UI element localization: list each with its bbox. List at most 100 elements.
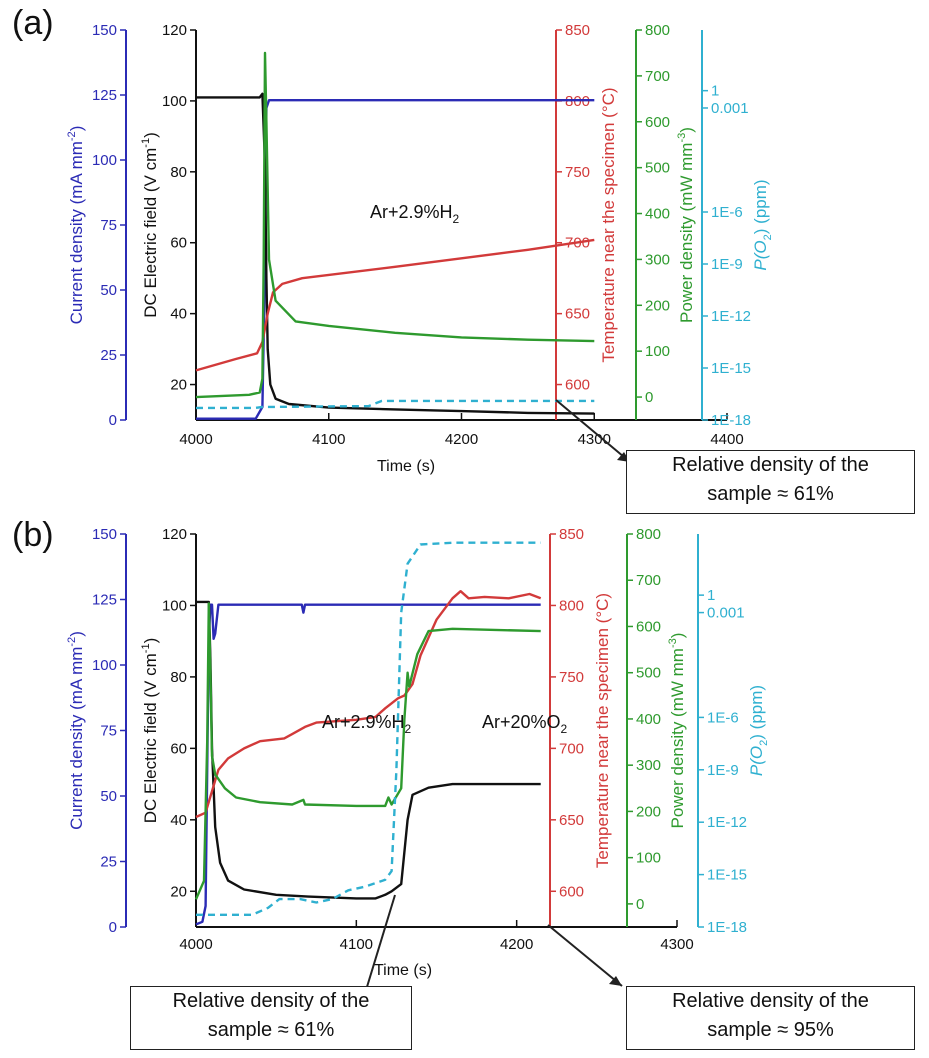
field-axis-title: DC Electric field (V cm-1): [140, 132, 160, 318]
callout-line2: sample ≈ 61%: [707, 483, 834, 505]
callout-density-a: Relative density of the sample ≈ 61%: [626, 450, 915, 514]
current-axis-title: Current density (mA mm-2): [66, 631, 86, 830]
po2-tick-label: 1E-9: [707, 762, 739, 779]
temp-tick-label: 650: [565, 306, 590, 323]
current-tick-label: 75: [100, 217, 117, 234]
series-line-temp: [195, 238, 595, 372]
power-tick-label: 500: [645, 160, 670, 177]
series-line-po2: [196, 399, 595, 410]
power-tick-label: 800: [636, 526, 661, 543]
po2-tick-label: 1E-15: [707, 867, 747, 884]
po2-tick-label: 0.001: [707, 605, 745, 622]
power-tick-label: 0: [636, 896, 644, 913]
power-tick-label: 300: [645, 251, 670, 268]
callout-arrow-a: [555, 399, 631, 463]
power-tick-label: 100: [645, 343, 670, 360]
gas-annotation: Ar+20%O2: [482, 712, 568, 736]
po2-tick-label: 1E-6: [707, 709, 739, 726]
current-tick-label: 150: [92, 22, 117, 39]
current-tick-label: 25: [100, 854, 117, 871]
series-line-power: [194, 602, 541, 900]
temp-tick-label: 800: [559, 597, 584, 614]
callout-arrow-b-left: [362, 894, 396, 1001]
po2-tick-label: 1E-18: [707, 919, 747, 936]
field-tick-label: 40: [170, 306, 187, 323]
power-tick-label: 500: [636, 665, 661, 682]
field-tick-label: 60: [170, 740, 187, 757]
po2-axis-title: P(O2) (ppm): [747, 685, 770, 776]
x-tick-label: 4000: [179, 431, 212, 448]
current-tick-label: 0: [109, 412, 117, 429]
power-tick-label: 400: [645, 206, 670, 223]
temp-tick-label: 850: [565, 22, 590, 39]
current-tick-label: 125: [92, 87, 117, 104]
po2-tick-label: 1E-9: [711, 256, 743, 273]
po2-axis-title: P(O2) (ppm): [751, 179, 774, 270]
field-tick-label: 120: [162, 526, 187, 543]
current-tick-label: 125: [92, 592, 117, 609]
power-tick-label: 700: [636, 572, 661, 589]
series-line-temp: [195, 590, 542, 819]
current-tick-label: 50: [100, 788, 117, 805]
series-line-power: [195, 51, 595, 399]
po2-tick-label: 1E-12: [707, 814, 747, 831]
x-tick-label: 4100: [312, 431, 345, 448]
field-tick-label: 100: [162, 93, 187, 110]
current-axis-title: Current density (mA mm-2): [66, 126, 86, 325]
x-axis-label: Time (s): [374, 962, 432, 979]
current-tick-label: 25: [100, 347, 117, 364]
power-tick-label: 400: [636, 711, 661, 728]
power-tick-label: 0: [645, 389, 653, 406]
current-tick-label: 100: [92, 657, 117, 674]
x-tick-label: 4300: [660, 936, 693, 953]
current-tick-label: 0: [109, 919, 117, 936]
po2-tick-label: 1: [711, 83, 719, 100]
field-tick-label: 60: [170, 235, 187, 252]
field-tick-label: 80: [170, 164, 187, 181]
callout-line1: Relative density of the: [672, 454, 869, 476]
temp-axis-title: Temperature near the specimen (°C): [599, 87, 618, 362]
x-tick-label: 4000: [179, 936, 212, 953]
field-tick-label: 120: [162, 22, 187, 39]
series-line-field: [196, 92, 595, 415]
power-axis-title: Power density (mW mm-3): [667, 633, 687, 829]
temp-tick-label: 750: [565, 164, 590, 181]
gas-annotation: Ar+2.9%H2: [322, 712, 412, 736]
series-line-current: [195, 603, 541, 926]
x-axis-label: Time (s): [377, 458, 435, 475]
field-tick-label: 100: [162, 597, 187, 614]
field-tick-label: 80: [170, 669, 187, 686]
callout-line1: Relative density of the: [672, 990, 869, 1012]
callout-line1: Relative density of the: [172, 990, 370, 1012]
callout-density-b-left: Relative density of the sample ≈ 61%: [130, 986, 412, 1050]
power-tick-label: 600: [636, 618, 661, 635]
temp-tick-label: 750: [559, 669, 584, 686]
current-tick-label: 150: [92, 526, 117, 543]
x-tick-label: 4300: [578, 431, 611, 448]
field-tick-label: 40: [170, 812, 187, 829]
callout-density-b-right: Relative density of the sample ≈ 95%: [626, 986, 915, 1050]
power-axis-title: Power density (mW mm-3): [676, 127, 696, 323]
temp-tick-label: 800: [565, 93, 590, 110]
power-tick-label: 100: [636, 850, 661, 867]
x-tick-label: 4200: [445, 431, 478, 448]
panel-label-a: (a): [12, 4, 54, 42]
power-tick-label: 200: [645, 297, 670, 314]
power-tick-label: 600: [645, 114, 670, 131]
po2-tick-label: 1E-6: [711, 204, 743, 221]
x-tick-label: 4100: [340, 936, 373, 953]
series-line-field: [196, 600, 541, 900]
current-tick-label: 50: [100, 282, 117, 299]
power-tick-label: 700: [645, 68, 670, 85]
temp-tick-label: 850: [559, 526, 584, 543]
temp-tick-label: 600: [565, 377, 590, 394]
power-tick-label: 200: [636, 803, 661, 820]
power-tick-label: 800: [645, 22, 670, 39]
temp-tick-label: 600: [559, 883, 584, 900]
po2-tick-label: 1E-18: [711, 412, 751, 429]
x-tick-label: 4400: [710, 431, 743, 448]
callout-line2: sample ≈ 95%: [707, 1019, 834, 1041]
